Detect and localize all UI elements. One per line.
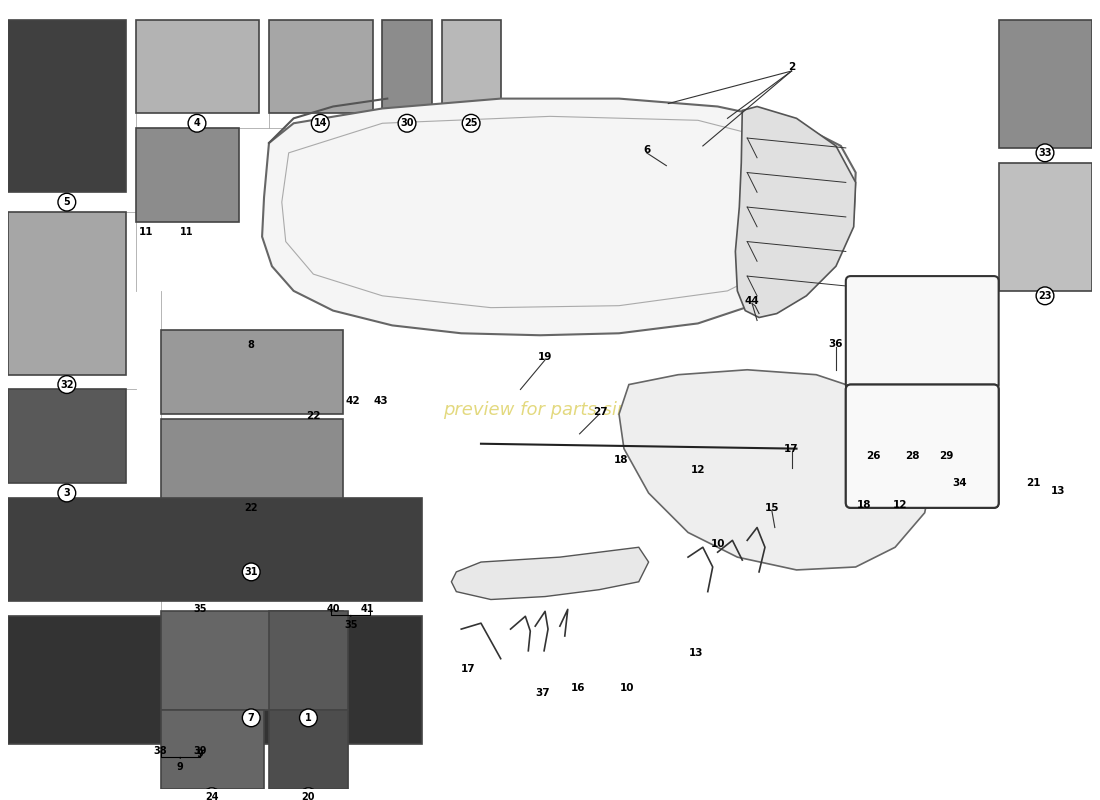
- Text: 3: 3: [64, 488, 70, 498]
- Text: 17: 17: [784, 444, 799, 454]
- Bar: [136, 128, 240, 222]
- Text: 22: 22: [306, 411, 320, 421]
- Text: 9: 9: [177, 762, 184, 772]
- FancyBboxPatch shape: [846, 385, 999, 508]
- Text: 15: 15: [764, 503, 779, 513]
- Text: 29: 29: [939, 450, 954, 461]
- Text: 14: 14: [314, 118, 327, 128]
- Text: 10: 10: [619, 683, 635, 694]
- Circle shape: [58, 194, 76, 211]
- Text: 1: 1: [305, 713, 311, 723]
- Text: 20: 20: [301, 792, 316, 800]
- Bar: [136, 20, 260, 114]
- Text: 40: 40: [327, 604, 340, 614]
- Text: 12: 12: [691, 466, 705, 475]
- Circle shape: [299, 709, 317, 726]
- Text: 12: 12: [893, 500, 907, 510]
- Circle shape: [58, 376, 76, 394]
- Text: 34: 34: [952, 478, 967, 488]
- Bar: [999, 20, 1092, 148]
- Text: 25: 25: [464, 118, 477, 128]
- Bar: [8, 212, 126, 374]
- Text: 13: 13: [1050, 486, 1065, 496]
- Text: 39: 39: [194, 746, 207, 756]
- Bar: [999, 162, 1092, 291]
- Polygon shape: [451, 547, 649, 599]
- Circle shape: [58, 484, 76, 502]
- Bar: [270, 20, 373, 114]
- Text: preview for parts since 1985: preview for parts since 1985: [442, 401, 701, 419]
- Text: 42: 42: [345, 396, 360, 406]
- Bar: [383, 20, 431, 114]
- Text: 44: 44: [745, 296, 759, 306]
- Bar: [8, 390, 126, 483]
- Text: 11: 11: [139, 226, 153, 237]
- Text: 24: 24: [205, 792, 219, 800]
- Circle shape: [202, 788, 221, 800]
- Bar: [270, 710, 348, 789]
- FancyBboxPatch shape: [846, 276, 999, 390]
- Text: 13: 13: [689, 648, 703, 658]
- Bar: [161, 330, 343, 414]
- Polygon shape: [619, 370, 935, 570]
- Text: 5: 5: [64, 197, 70, 207]
- Text: 31: 31: [244, 567, 258, 577]
- Text: 32: 32: [60, 379, 74, 390]
- Polygon shape: [262, 98, 856, 335]
- Text: 41: 41: [361, 604, 374, 614]
- Text: 36: 36: [828, 339, 844, 349]
- Text: 21: 21: [1026, 478, 1041, 488]
- Text: 35: 35: [344, 620, 358, 630]
- Bar: [161, 611, 343, 710]
- Circle shape: [398, 114, 416, 132]
- Bar: [441, 20, 500, 114]
- Bar: [161, 419, 343, 503]
- Text: 35: 35: [194, 604, 207, 614]
- Text: 38: 38: [154, 746, 167, 756]
- Text: 19: 19: [538, 352, 552, 362]
- Text: 10: 10: [711, 539, 725, 550]
- Text: 18: 18: [856, 500, 871, 510]
- Text: 17: 17: [461, 663, 475, 674]
- Text: 11: 11: [180, 226, 194, 237]
- Bar: [270, 611, 348, 710]
- Bar: [161, 508, 343, 567]
- Circle shape: [188, 114, 206, 132]
- Text: 22: 22: [244, 503, 258, 513]
- Circle shape: [462, 114, 480, 132]
- Text: 23: 23: [1038, 291, 1052, 301]
- Bar: [8, 20, 126, 192]
- Bar: [161, 710, 264, 789]
- Circle shape: [242, 709, 260, 726]
- Text: 30: 30: [400, 118, 414, 128]
- Text: 4: 4: [194, 118, 200, 128]
- Circle shape: [311, 114, 329, 132]
- Text: 43: 43: [373, 396, 387, 406]
- Text: 27: 27: [593, 407, 607, 417]
- Polygon shape: [736, 106, 856, 318]
- Text: 6: 6: [644, 145, 650, 155]
- Circle shape: [1036, 144, 1054, 162]
- Circle shape: [1036, 287, 1054, 305]
- Circle shape: [242, 563, 260, 581]
- Text: 2: 2: [788, 62, 795, 72]
- Text: 26: 26: [866, 450, 881, 461]
- Text: 18: 18: [614, 455, 628, 466]
- Text: 28: 28: [904, 450, 920, 461]
- Text: 7: 7: [248, 713, 254, 723]
- Bar: [8, 616, 421, 745]
- Text: 9: 9: [197, 750, 204, 759]
- Circle shape: [299, 788, 317, 800]
- Text: 8: 8: [248, 340, 255, 350]
- Text: 37: 37: [536, 688, 550, 698]
- FancyBboxPatch shape: [846, 385, 999, 508]
- Text: 33: 33: [1038, 148, 1052, 158]
- Bar: [8, 498, 421, 602]
- Text: 16: 16: [571, 683, 585, 694]
